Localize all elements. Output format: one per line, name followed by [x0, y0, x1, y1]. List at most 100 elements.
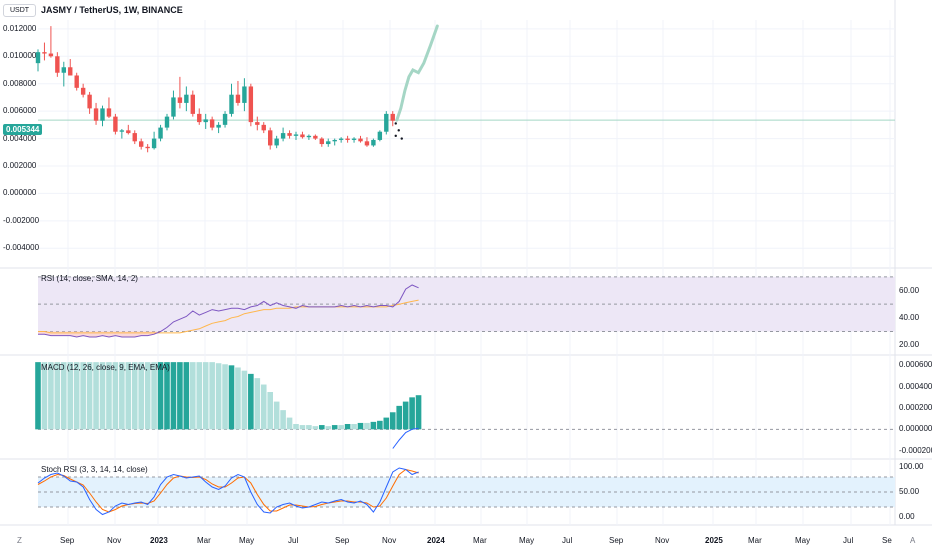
candle-body [126, 130, 131, 134]
time-label: 2025 [705, 536, 723, 545]
macd-histogram-bar [235, 367, 241, 430]
candle-body [248, 86, 254, 123]
price-tick-label: 0.008000 [3, 78, 37, 88]
candle-body [42, 52, 47, 54]
macd-histogram-bar [312, 426, 319, 430]
macd-layer [35, 362, 895, 449]
macd-histogram-bar [286, 417, 293, 430]
candle-body [345, 138, 350, 140]
macd-histogram-bar [157, 362, 164, 430]
rsi-title[interactable]: RSI (14, close, SMA, 14, 2) [41, 274, 138, 283]
macd-tick-label: 0.000000 [899, 424, 932, 434]
chart-title: JASMY / TetherUS, 1W, BINANCE [41, 5, 183, 15]
macd-histogram-bar [61, 362, 67, 430]
macd-histogram-bar [228, 365, 235, 430]
macd-histogram-bar [325, 426, 332, 430]
macd-histogram-bar [409, 397, 415, 430]
candle-body [384, 113, 389, 132]
price-tick-label: 0.000000 [3, 188, 37, 198]
candle-body [184, 94, 189, 103]
time-label: 2023 [150, 536, 168, 545]
macd-histogram-bar [151, 362, 157, 430]
macd-histogram-bar [389, 412, 396, 430]
macd-line [392, 427, 419, 449]
candle-body [371, 139, 376, 146]
candle-body [268, 130, 273, 146]
macd-histogram-bar [93, 362, 99, 430]
candle-body [242, 86, 247, 103]
candle-body [222, 113, 228, 125]
macd-histogram-bar [331, 425, 338, 430]
timezone-icon[interactable]: Z [17, 536, 22, 545]
macd-histogram-bar [254, 378, 261, 430]
candle-body [93, 108, 99, 121]
time-label: Sep [335, 536, 350, 545]
macd-histogram-bar [357, 422, 364, 430]
macd-histogram-bar [273, 401, 280, 430]
macd-title[interactable]: MACD (12, 26, close, 9, EMA, EMA) [41, 363, 170, 372]
candle-body [229, 94, 234, 114]
macd-histogram-bar [351, 424, 357, 430]
stoch-d-line [37, 468, 419, 513]
candle-body [209, 119, 215, 128]
candle-body [151, 138, 157, 149]
rsi-tick-label: 60.00 [899, 285, 920, 295]
currency-button[interactable]: USDT [3, 4, 37, 17]
macd-histogram-bar [35, 362, 41, 430]
macd-histogram-bar [131, 362, 138, 430]
price-tick-label: 0.002000 [3, 161, 37, 170]
candle-body [300, 134, 305, 138]
time-label: 2024 [427, 536, 445, 545]
time-label: May [239, 536, 255, 545]
price-tick-label: -0.002000 [3, 215, 40, 225]
macd-histogram-bar [196, 362, 203, 430]
time-label: Sep [609, 536, 624, 545]
rsi-layer [38, 276, 895, 338]
time-label: Jul [843, 536, 854, 545]
projection-dot [397, 129, 400, 132]
macd-histogram-bar [383, 417, 390, 430]
candle-body [171, 97, 176, 117]
macd-histogram-bar [86, 362, 93, 430]
time-label: Nov [655, 536, 670, 545]
candle-body [216, 124, 221, 128]
candle-body [177, 97, 183, 103]
rsi-line [38, 284, 419, 338]
candle-body [255, 122, 260, 125]
candle-body [364, 141, 370, 146]
rsi-tick-label: 20.00 [899, 340, 920, 350]
macd-histogram-bar [402, 401, 409, 430]
time-label: Se [882, 536, 892, 545]
time-label: Nov [382, 536, 397, 545]
candle-body [280, 133, 286, 139]
macd-histogram-bar [415, 395, 422, 430]
macd-histogram-bar [241, 370, 248, 430]
candle-body [358, 138, 363, 142]
macd-histogram-bar [222, 364, 228, 430]
time-label: May [795, 536, 811, 545]
candle-body [87, 94, 92, 109]
candle-body [80, 87, 86, 95]
time-label: Mar [473, 536, 487, 545]
stoch-title[interactable]: Stoch RSI (3, 3, 14, 14, close) [41, 465, 148, 474]
time-label: Mar [197, 536, 211, 545]
macd-histogram-bar [164, 362, 170, 430]
time-label: Mar [748, 536, 762, 545]
candle-body [197, 113, 202, 123]
macd-histogram-bar [48, 362, 54, 430]
macd-tick-label: 0.000400 [899, 381, 932, 391]
time-label: May [519, 536, 535, 545]
macd-histogram-bar [80, 362, 86, 430]
macd-histogram-bar [170, 362, 177, 430]
macd-histogram-bar [215, 363, 222, 430]
macd-histogram-bar [73, 362, 80, 430]
macd-histogram-bar [280, 410, 286, 430]
candle-body [274, 138, 279, 146]
auto-scale-icon[interactable]: A [910, 536, 916, 545]
candle-body [61, 67, 66, 73]
macd-histogram-bar [125, 362, 132, 430]
time-label: Jul [288, 536, 299, 545]
candle-body [338, 138, 344, 140]
macd-histogram-bar [202, 362, 209, 430]
